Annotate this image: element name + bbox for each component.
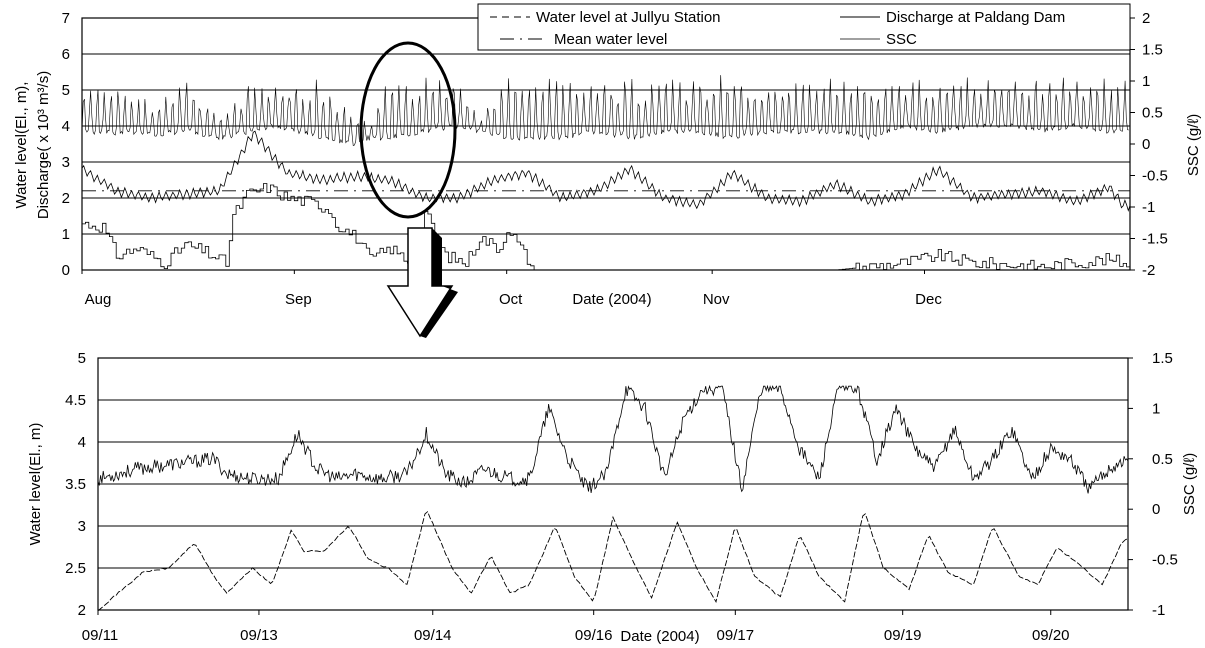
top-y-tick-label: 6 [62,46,70,63]
legend-label-water-level: Water level at Jullyu Station [536,9,721,26]
top-y-axis-label-line2: Discharge( x 10³ m³/s) [35,71,52,219]
top-series-ssc [81,75,1129,147]
bottom-x-tick-label: 09/16 [575,627,613,644]
zoom-arrow [386,227,458,338]
bottom-x-tick-labels: 09/11 09/13 09/14 09/16 09/17 09/19 09/20 [82,610,1070,644]
top-y2-tick-label: 1.5 [1142,42,1163,59]
highlight-ellipse [359,41,457,219]
bottom-x-tick-label: 09/11 [82,627,118,644]
top-x-tick-label: Aug [85,291,112,308]
bottom-y-axis-label: Water level(El., m) [27,423,44,546]
bottom-x-tick-label: 09/20 [1032,627,1070,644]
bottom-y2-tick-label: 0.5 [1152,451,1173,468]
bottom-y-tick-label: 2.5 [65,560,86,577]
top-y2-tick-label: 2 [1142,10,1150,27]
bottom-y2-axis-label: SSC (g/ℓ) [1181,453,1198,515]
top-y2-axis-label: SSC (g/ℓ) [1185,114,1202,176]
top-x-axis-label: Date (2004) [572,291,651,308]
top-y-tick-label: 5 [62,82,70,99]
bottom-y-tick-label: 4.5 [65,392,86,409]
bottom-y-tick-label: 4 [78,434,86,451]
top-y-tick-label: 0 [62,262,70,279]
bottom-x-tick-label: 09/13 [240,627,278,644]
bottom-y-tick-labels: 2 2.5 3 3.5 4 4.5 5 [65,350,86,619]
top-x-tick-label: Dec [915,291,942,308]
bottom-y2-tick-label: -1 [1152,602,1165,619]
top-y2-tick-label: -0.5 [1142,168,1168,185]
top-y2-tick-label: 1 [1142,73,1150,90]
bottom-y-tick-label: 5 [78,350,86,367]
top-x-tick-label: Oct [499,291,523,308]
legend-label-discharge: Discharge at Paldang Dam [886,9,1065,26]
bottom-plot-frame [97,357,1129,611]
top-series-discharge [82,183,1131,271]
top-y2-tick-label: 0.5 [1142,105,1163,122]
top-y2-tick-label: -2 [1142,262,1155,279]
bottom-x-axis-label: Date (2004) [620,628,699,645]
bottom-x-tick-label: 09/19 [884,627,922,644]
bottom-x-tick-label: 09/17 [717,627,755,644]
top-series [81,75,1131,271]
bottom-x-tick-label: 09/14 [414,627,452,644]
top-x-tick-labels: Aug Sep Oct Nov Dec [81,270,942,308]
top-y-axis-label-line1: Water level(El., m), [13,82,30,209]
bottom-chart: 22.533.544.55 1.510.50-0.5-1 09/11 09/13 0… [27,350,1198,645]
top-y-tick-label: 1 [62,226,70,243]
top-series-water-level [81,130,1131,212]
bottom-gridlines [98,399,1128,569]
top-y-tick-label: 4 [62,118,70,135]
top-y2-tick-labels: 2 1.5 1 0.5 0 -0.5 -1 -1.5 -2 [1130,10,1168,279]
bottom-y2-tick-label: 1 [1152,400,1160,417]
top-y2-tick-label: -1.5 [1142,231,1168,248]
bottom-y-tick-label: 3 [78,518,86,535]
bottom-series [97,384,1129,612]
top-y2-tick-label: 0 [1142,136,1150,153]
top-chart: 0 1 2 3 4 5 6 7 2 1.5 1 0.5 0 -0.5 -1 -1.5 -2 Aug Sep Oct… [13,3,1202,338]
top-y-tick-label: 3 [62,154,70,171]
bottom-series-ssc [97,384,1129,494]
legend-label-mean-water-level: Mean water level [554,31,667,48]
top-y2-tick-label: -1 [1142,199,1155,216]
bottom-y2-tick-label: 0 [1152,501,1160,518]
legend: Water level at Jullyu Station Discharge … [477,3,1131,51]
bottom-y-tick-label: 2 [78,602,86,619]
bottom-y2-tick-label: 1.5 [1152,350,1173,367]
top-y-tick-label: 7 [62,10,70,27]
bottom-y2-tick-labels: 1.5 1 0.5 0 -0.5 -1 [1128,350,1178,619]
arrow-shadow [420,228,458,338]
top-x-tick-label: Sep [285,291,312,308]
top-plot-frame [81,17,1131,271]
top-y-tick-labels: 0 1 2 3 4 5 6 7 [62,10,70,279]
legend-box [477,3,1131,51]
top-x-tick-label: Nov [703,291,730,308]
arrow-outline [386,227,454,338]
bottom-y-tick-label: 3.5 [65,476,86,493]
bottom-series-water-level [97,510,1129,612]
top-y-tick-label: 2 [62,190,70,207]
bottom-y2-tick-label: -0.5 [1152,552,1178,569]
legend-label-ssc: SSC [886,31,917,48]
